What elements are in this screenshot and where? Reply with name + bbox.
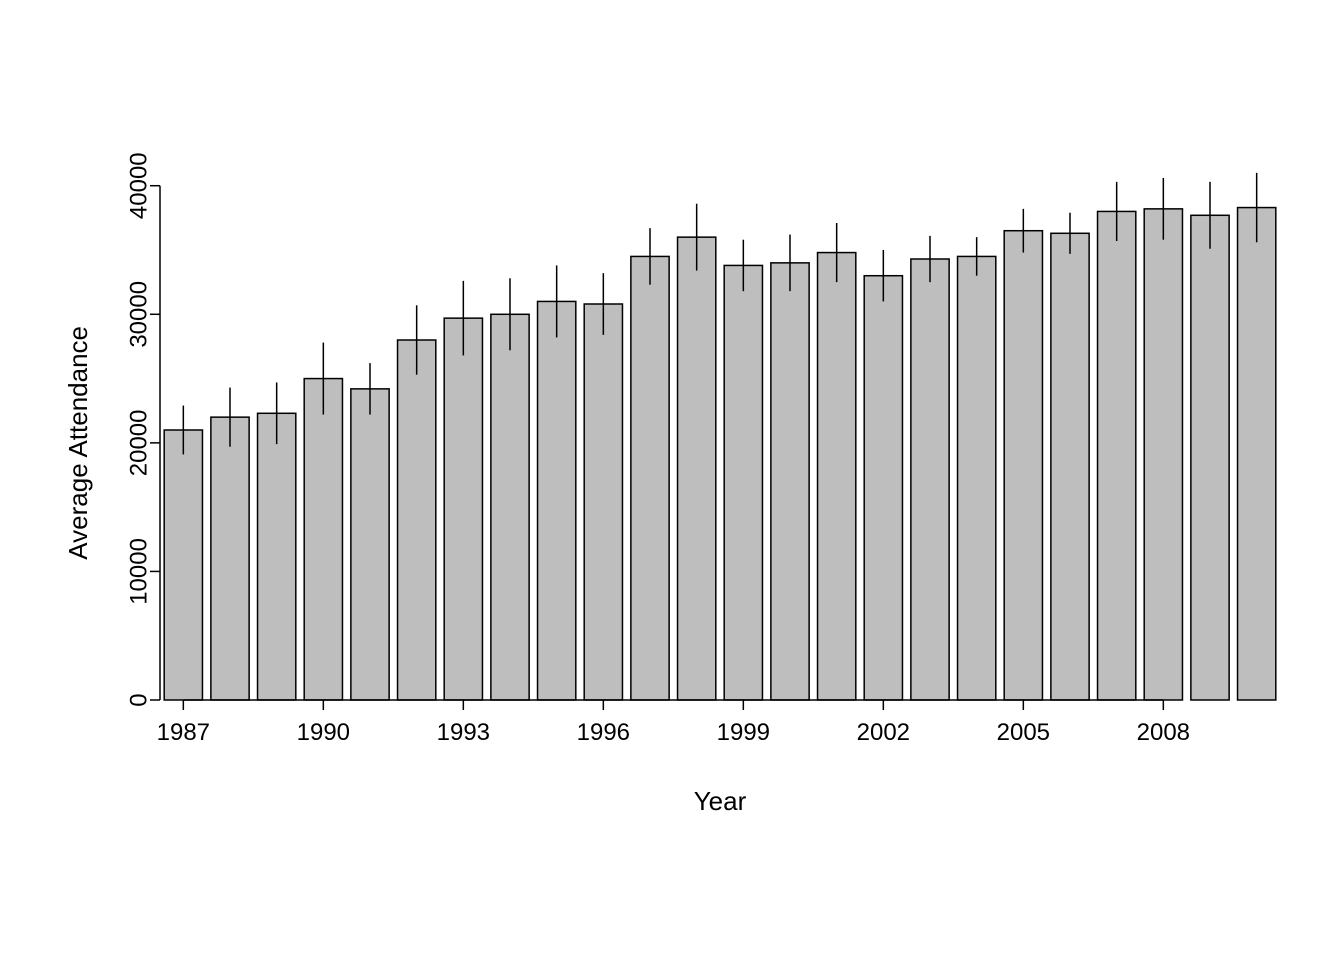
- y-tick-label: 20000: [125, 409, 152, 476]
- bar-2009: [1191, 215, 1229, 700]
- x-tick-label: 2005: [997, 719, 1050, 746]
- y-tick-label: 30000: [125, 281, 152, 348]
- bar-1996: [584, 304, 622, 700]
- bar-1993: [444, 318, 482, 700]
- bar-2010: [1238, 208, 1276, 700]
- bar-1989: [258, 413, 296, 700]
- y-tick-label: 10000: [125, 538, 152, 605]
- chart-svg: 0 10000 20000 30000 40000 Average Attendance 1…: [0, 0, 1344, 960]
- attendance-bar-chart: 0 10000 20000 30000 40000 Average Attendance 1…: [0, 0, 1344, 960]
- bar-2004: [958, 256, 996, 700]
- bar-2002: [864, 276, 902, 700]
- bar-1999: [724, 265, 762, 700]
- x-tick-label: 1993: [437, 719, 490, 746]
- bar-1987: [164, 430, 202, 700]
- bar-1998: [678, 237, 716, 700]
- bar-1995: [538, 301, 576, 700]
- bar-2008: [1144, 209, 1182, 700]
- bar-2006: [1051, 233, 1089, 700]
- bar-1994: [491, 314, 529, 700]
- x-tick-label: 1987: [157, 719, 210, 746]
- bar-1992: [398, 340, 436, 700]
- x-axis-title: Year: [694, 786, 747, 816]
- y-axis-title: Average Attendance: [63, 326, 93, 560]
- bar-1997: [631, 256, 669, 700]
- bar-1990: [304, 379, 342, 700]
- y-tick-label: 0: [125, 693, 152, 706]
- x-tick-label: 1999: [717, 719, 770, 746]
- x-tick-label: 1990: [297, 719, 350, 746]
- bar-1991: [351, 389, 389, 700]
- bar-1988: [211, 417, 249, 700]
- bar-2005: [1004, 231, 1042, 700]
- x-tick-label: 2002: [857, 719, 910, 746]
- bar-2000: [771, 263, 809, 700]
- y-tick-label: 40000: [125, 152, 152, 219]
- bar-2007: [1098, 211, 1136, 700]
- bar-2001: [818, 253, 856, 700]
- bar-2003: [911, 259, 949, 700]
- x-tick-label: 1996: [577, 719, 630, 746]
- x-tick-label: 2008: [1137, 719, 1190, 746]
